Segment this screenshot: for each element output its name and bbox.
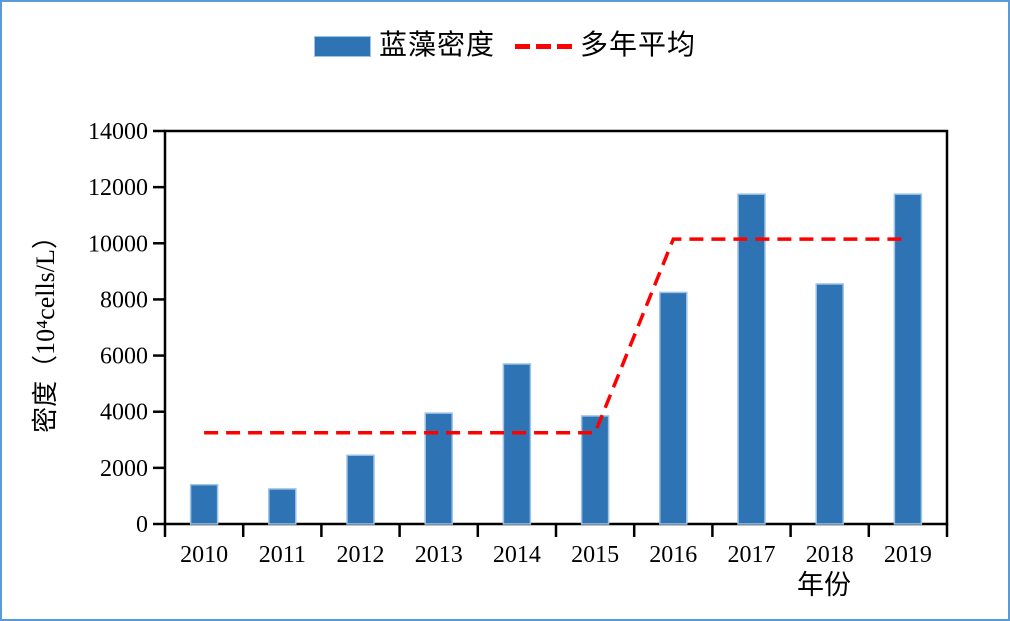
x-tick-label: 2018 xyxy=(806,542,854,568)
x-tick-label: 2011 xyxy=(259,542,306,568)
legend: 蓝藻密度 多年平均 xyxy=(2,30,1008,62)
y-tick-label: 0 xyxy=(136,512,148,538)
x-tick-label: 2015 xyxy=(571,542,619,568)
bar-2017 xyxy=(737,193,766,525)
x-tick-label: 2017 xyxy=(728,542,776,568)
x-tick-label: 2019 xyxy=(884,542,932,568)
y-tick-label: 4000 xyxy=(100,400,148,426)
x-tick-label: 2010 xyxy=(180,542,228,568)
x-tick-label: 2016 xyxy=(649,542,697,568)
y-tick-label: 14000 xyxy=(88,119,148,145)
bar-2019 xyxy=(893,193,923,525)
x-axis-title: 年份 xyxy=(797,570,851,600)
x-tick-label: 2012 xyxy=(337,542,385,568)
y-tick-label: 10000 xyxy=(88,231,148,257)
bar-2010 xyxy=(189,483,219,525)
y-axis-title: 密度（10⁴cells/L） xyxy=(31,223,60,433)
bar-2014 xyxy=(502,363,532,525)
bar-2016 xyxy=(659,291,688,525)
y-tick-label: 6000 xyxy=(100,344,148,370)
average-line xyxy=(204,237,908,435)
legend-label-multiyear-average: 多年平均 xyxy=(580,30,697,61)
legend-label-algae-density: 蓝藻密度 xyxy=(378,30,495,61)
x-tick-label: 2014 xyxy=(493,542,541,568)
y-tick-label: 8000 xyxy=(100,287,148,313)
bar-2011 xyxy=(268,488,297,525)
bar-2012 xyxy=(346,454,375,525)
bar-2018 xyxy=(815,283,844,525)
bar-2013 xyxy=(424,412,453,525)
y-tick-label: 12000 xyxy=(88,175,148,201)
legend-dashed-line-swatch-icon xyxy=(515,43,572,49)
y-tick-label: 2000 xyxy=(100,456,148,482)
x-tick-label: 2013 xyxy=(415,542,463,568)
legend-bar-swatch-icon xyxy=(313,35,371,57)
